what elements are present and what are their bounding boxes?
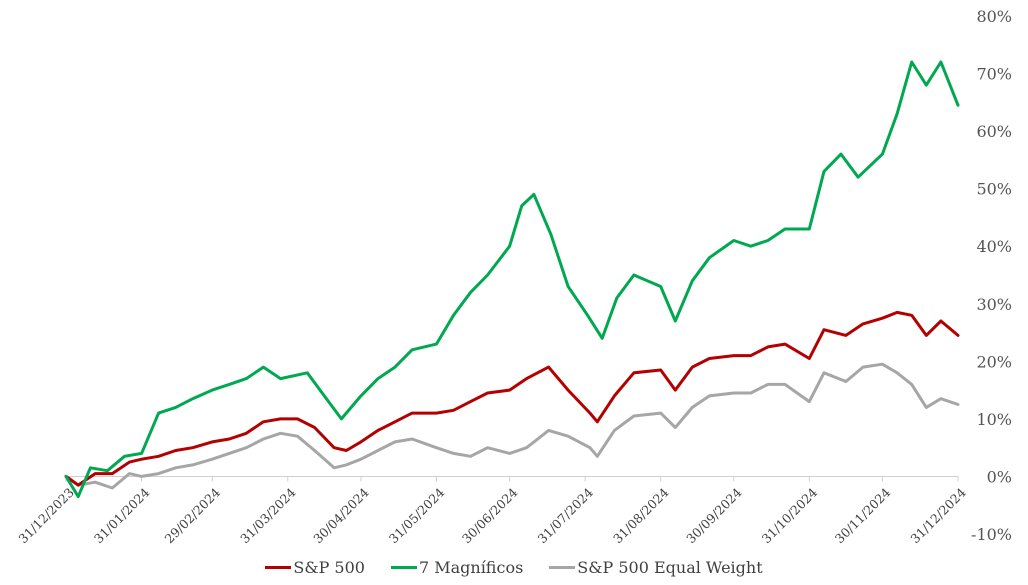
x-tick-label: 31/08/2024 — [610, 485, 672, 547]
y-tick-label: 80% — [976, 7, 1012, 26]
x-tick-label: 31/03/2024 — [237, 485, 299, 547]
y-tick-label: 70% — [976, 65, 1012, 84]
legend-label-sp500-equal-weight: S&P 500 Equal Weight — [577, 558, 763, 577]
series-lines — [64, 60, 960, 499]
x-tick-label: 31/12/2023 — [15, 485, 77, 547]
y-tick-label: 60% — [976, 122, 1012, 141]
y-axis-tick-labels: -10% 0% 10% 20% 30% 40% 50% 60% 70% 80% — [971, 7, 1012, 544]
legend-swatch-sp500-equal-weight — [549, 566, 576, 569]
x-tick-label: 31/01/2024 — [91, 485, 153, 547]
y-tick-label: 0% — [987, 467, 1012, 486]
legend-swatch-7-magnificos — [390, 566, 417, 569]
y-tick-label: 30% — [976, 295, 1012, 314]
y-tick-label: -10% — [971, 525, 1012, 544]
x-axis-ticks — [65, 476, 959, 482]
series-line-0 — [64, 310, 960, 487]
legend-swatch-sp500 — [265, 566, 292, 569]
y-tick-label: 10% — [976, 410, 1012, 429]
x-tick-label: 30/04/2024 — [310, 485, 372, 547]
legend-item-7-magnificos: 7 Magníficos — [390, 558, 524, 577]
x-tick-label: 30/09/2024 — [683, 485, 745, 547]
x-tick-label: 29/02/2024 — [162, 485, 224, 547]
x-tick-label: 31/10/2024 — [759, 485, 821, 547]
x-tick-label: 31/07/2024 — [534, 485, 596, 547]
x-axis-tick-labels: 31/12/2023 31/01/2024 29/02/2024 31/03/2024… — [15, 485, 969, 547]
legend-item-sp500-equal-weight: S&P 500 Equal Weight — [549, 558, 763, 577]
legend: S&P 500 7 Magníficos S&P 500 Equal Weigh… — [0, 558, 1028, 577]
series-line-1 — [64, 60, 960, 499]
x-tick-label: 31/05/2024 — [386, 485, 448, 547]
x-tick-label: 30/06/2024 — [459, 485, 521, 547]
series-line-2 — [64, 362, 960, 490]
y-tick-label: 50% — [976, 180, 1012, 199]
legend-label-sp500: S&P 500 — [293, 558, 365, 577]
y-tick-label: 20% — [976, 352, 1012, 371]
legend-label-7-magnificos: 7 Magníficos — [418, 558, 524, 577]
legend-item-sp500: S&P 500 — [265, 558, 365, 577]
y-tick-label: 40% — [976, 237, 1012, 256]
x-tick-label: 31/12/2024 — [907, 485, 969, 547]
x-tick-label: 30/11/2024 — [832, 485, 894, 547]
